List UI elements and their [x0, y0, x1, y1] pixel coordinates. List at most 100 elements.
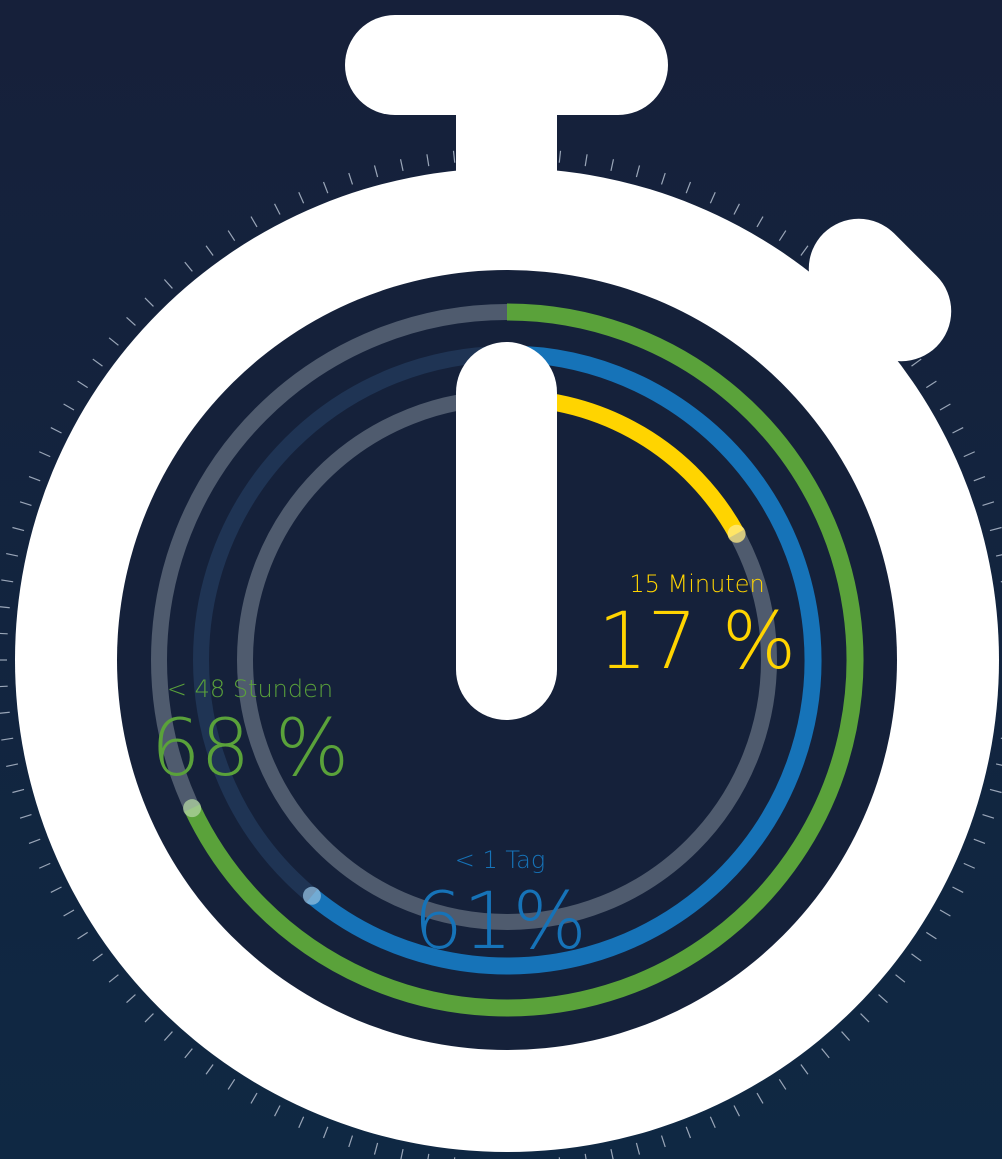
dial-tick	[610, 159, 615, 172]
dial-tick	[126, 994, 136, 1004]
dial-tick	[108, 337, 119, 346]
dial-tick	[77, 380, 88, 389]
dial-tick	[989, 526, 1002, 532]
ring-end-dot	[302, 886, 321, 905]
dial-tick	[778, 1079, 787, 1090]
dial-tick	[39, 451, 51, 458]
dial-tick	[939, 403, 951, 411]
dial-tick	[0, 606, 10, 609]
dial-tick	[19, 501, 32, 507]
dial-tick	[184, 261, 193, 272]
dial-tick	[911, 358, 922, 367]
dial-tick	[0, 632, 8, 635]
side-button	[808, 218, 952, 362]
value-label: 68 %	[151, 704, 349, 794]
dial-tick	[911, 953, 922, 962]
dial-tick	[205, 245, 214, 256]
dial-tick	[756, 216, 764, 228]
dial-tick	[274, 1105, 281, 1117]
dial-tick	[821, 1048, 830, 1059]
dial-tick	[939, 909, 951, 917]
dial-tick	[0, 685, 8, 688]
dial-ticks	[0, 148, 1002, 1159]
dial-tick	[373, 1142, 379, 1155]
ring-arc	[306, 345, 822, 975]
dial-tick	[322, 181, 329, 194]
dial-tick	[878, 994, 888, 1004]
dial-tick	[6, 552, 19, 557]
dial-tick	[635, 1142, 641, 1155]
dial-tick	[733, 203, 740, 215]
dial-tick	[322, 1126, 329, 1139]
dial-tick	[184, 1048, 193, 1059]
dial-tick	[205, 1064, 214, 1075]
dial-tick	[39, 862, 51, 869]
dial-tick	[756, 1092, 764, 1104]
dial-tick	[348, 172, 354, 185]
dial-tick	[778, 230, 787, 241]
ring-end-dot-highlight	[302, 886, 321, 905]
dial-tick	[63, 403, 75, 411]
ring-end-dot	[727, 524, 746, 543]
dial-tick	[250, 1092, 258, 1104]
ring-arc	[184, 303, 864, 1017]
dial-tick	[19, 813, 32, 819]
dial-tick	[92, 358, 103, 367]
dial-tick	[952, 886, 964, 893]
dial-tick	[0, 711, 10, 714]
hand	[456, 342, 557, 720]
dial-tick	[298, 192, 305, 204]
crown	[345, 15, 668, 115]
dial-tick	[635, 165, 641, 178]
dial-tick	[298, 1116, 305, 1128]
category-label: < 1 Tag	[455, 846, 545, 874]
side-button-cap	[808, 218, 952, 362]
dial-tick	[348, 1135, 354, 1148]
ring-end-dot	[183, 799, 202, 818]
dial-tick	[860, 1013, 870, 1023]
dial-tick	[92, 953, 103, 962]
dial-tick	[926, 380, 937, 389]
dial-tick	[250, 216, 258, 228]
dial-tick	[558, 150, 562, 163]
dial-tick	[660, 1135, 666, 1148]
dial-tick	[584, 1153, 587, 1159]
dial-tick	[28, 838, 41, 845]
dial-tick	[12, 788, 25, 794]
dial-tick	[841, 1031, 851, 1041]
dial-tick	[952, 427, 964, 434]
dial-tick	[108, 974, 119, 983]
ring-end-dot-highlight	[183, 799, 202, 818]
dial-tick	[660, 172, 666, 185]
dial-tick	[973, 838, 986, 845]
dial-tick	[227, 230, 236, 241]
dial-tick	[77, 931, 88, 940]
dial-tick	[800, 1064, 809, 1075]
category-label: < 48 Stunden	[167, 675, 333, 703]
dial-tick	[163, 1031, 173, 1041]
dial-tick	[800, 245, 809, 256]
dial-tick	[126, 316, 136, 326]
dial-tick	[982, 813, 995, 819]
dial-tick	[973, 475, 986, 482]
dial-tick	[963, 862, 975, 869]
dial-tick	[685, 1126, 692, 1139]
value-label: 17 %	[598, 597, 796, 687]
dial-tick	[709, 192, 716, 204]
value-label: 61%	[413, 877, 586, 967]
dial-tick	[12, 526, 25, 532]
ring-end-dot-highlight	[727, 524, 746, 543]
dial-tick	[63, 909, 75, 917]
dial-tick	[28, 475, 41, 482]
dial-tick	[1, 579, 14, 583]
dial-tick	[274, 203, 281, 215]
dial-tick	[1, 737, 14, 741]
dial-tick	[963, 451, 975, 458]
dial-tick	[733, 1105, 740, 1117]
dial-tick	[452, 150, 456, 163]
dial-tick	[50, 427, 62, 434]
dial-tick	[399, 159, 404, 172]
